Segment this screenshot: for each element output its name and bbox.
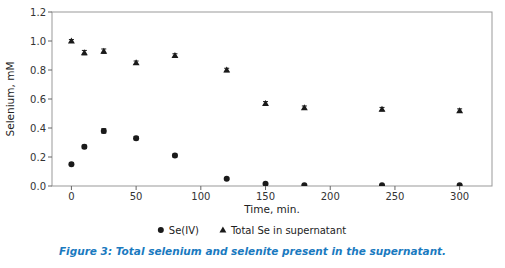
point bbox=[379, 182, 385, 186]
x-tick-label: 50 bbox=[130, 191, 143, 202]
point bbox=[262, 100, 269, 106]
x-tick bbox=[200, 186, 201, 190]
legend-marker bbox=[158, 227, 164, 233]
y-tick bbox=[48, 12, 52, 13]
point bbox=[133, 59, 140, 65]
point bbox=[68, 161, 74, 167]
point bbox=[171, 52, 178, 58]
x-tick bbox=[330, 186, 331, 190]
y-tick-label: 1.2 bbox=[30, 7, 46, 18]
x-tick-label: 300 bbox=[450, 191, 469, 202]
point bbox=[456, 107, 463, 113]
error-bar bbox=[101, 129, 106, 133]
x-tick-label: 200 bbox=[321, 191, 340, 202]
marks bbox=[68, 38, 463, 186]
point bbox=[224, 176, 230, 182]
y-tick-label: 0.6 bbox=[30, 94, 46, 105]
point bbox=[101, 128, 107, 134]
y-tick bbox=[48, 99, 52, 100]
point bbox=[379, 106, 386, 112]
legend: Se(IV) Total Se in supernatant bbox=[158, 225, 346, 236]
caption: Figure 3: Total selenium and selenite pr… bbox=[59, 245, 446, 257]
y-tick bbox=[48, 157, 52, 158]
point bbox=[263, 181, 269, 186]
point bbox=[301, 104, 308, 110]
x-tick bbox=[394, 186, 395, 190]
point bbox=[81, 144, 87, 150]
point bbox=[68, 38, 75, 44]
y-axis-label: Selenium, mM bbox=[4, 62, 16, 137]
x-tick bbox=[265, 186, 266, 190]
y-tick bbox=[48, 128, 52, 129]
point bbox=[133, 135, 139, 141]
x-axis-label: Time, min. bbox=[243, 203, 300, 215]
point bbox=[457, 182, 463, 186]
chart: 0.0 0.2 0.4 0.6 0.8 1.0 1.2 0 50 100 150 200 250 300 T… bbox=[0, 0, 505, 268]
x-tick bbox=[459, 186, 460, 190]
y-tick bbox=[48, 41, 52, 42]
y-tick-label: 0.0 bbox=[30, 181, 46, 192]
x-tick bbox=[136, 186, 137, 190]
x-tick bbox=[71, 186, 72, 190]
y-tick bbox=[48, 186, 52, 187]
y-tick-label: 1.0 bbox=[30, 36, 46, 47]
x-tick-label: 250 bbox=[385, 191, 404, 202]
point bbox=[81, 49, 88, 55]
x-tick-label: 100 bbox=[191, 191, 210, 202]
y-tick-label: 0.2 bbox=[30, 152, 46, 163]
y-tick-label: 0.8 bbox=[30, 65, 46, 76]
point bbox=[301, 182, 307, 186]
point bbox=[100, 48, 107, 54]
plot-frame bbox=[52, 12, 492, 186]
y-tick bbox=[48, 70, 52, 71]
legend-marker bbox=[219, 227, 226, 233]
point bbox=[172, 153, 178, 159]
x-tick-label: 0 bbox=[68, 191, 74, 202]
x-tick-label: 150 bbox=[256, 191, 275, 202]
legend-label: Total Se in supernatant bbox=[230, 225, 346, 236]
point bbox=[223, 67, 230, 73]
legend-label: Se(IV) bbox=[169, 225, 199, 236]
y-tick-label: 0.4 bbox=[30, 123, 46, 134]
